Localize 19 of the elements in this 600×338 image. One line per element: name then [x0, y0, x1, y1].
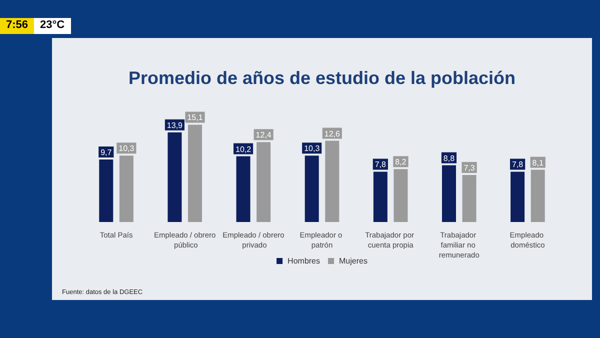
- chart-title: Promedio de años de estudio de la población: [128, 68, 516, 88]
- data-label: 15,1: [187, 113, 204, 122]
- data-label: 10,3: [304, 144, 320, 154]
- data-label: 10,3: [118, 144, 135, 154]
- data-label: 8,2: [395, 158, 407, 167]
- text: 7:56: [0, 18, 34, 34]
- data-label: 13,9: [166, 120, 184, 130]
- data-label: 7,8: [512, 160, 524, 170]
- legend-label: Hombres: [288, 256, 320, 266]
- data-label: 10,2: [235, 144, 252, 154]
- text: 23°C: [34, 18, 71, 34]
- data-label: 9,7: [100, 148, 112, 157]
- data-label: 12,6: [324, 129, 340, 138]
- data-label: 8,1: [532, 158, 544, 168]
- legend-label: Mujeres: [339, 256, 368, 266]
- data-label: 12,4: [256, 130, 272, 140]
- data-label: 7,8: [374, 160, 387, 170]
- data-label: 8,8: [443, 154, 456, 163]
- data-label: 7,3: [464, 163, 476, 172]
